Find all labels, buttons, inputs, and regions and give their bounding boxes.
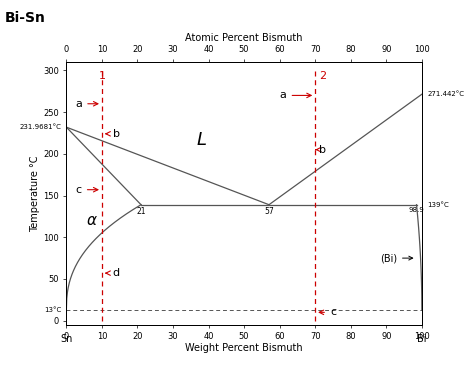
Text: L: L [196,131,207,150]
Text: (Bi): (Bi) [380,253,413,263]
Text: 271.442°C: 271.442°C [427,91,464,97]
Text: 98.9: 98.9 [409,207,424,213]
Text: 139°C: 139°C [427,202,449,208]
Text: c: c [319,307,336,317]
Text: b: b [106,129,119,139]
Text: 2: 2 [319,71,326,81]
Text: d: d [106,268,120,278]
Text: c: c [76,185,98,195]
Text: a: a [280,91,311,100]
Text: 57: 57 [264,207,274,216]
Text: Bi: Bi [417,334,427,344]
Text: 1: 1 [99,71,105,81]
Text: Bi-Sn: Bi-Sn [5,11,46,25]
Text: 21: 21 [136,207,146,216]
Text: 13°C: 13°C [44,307,61,313]
Y-axis label: Temperature °C: Temperature °C [30,155,40,232]
X-axis label: Weight Percent Bismuth: Weight Percent Bismuth [185,343,303,353]
Text: α: α [86,213,96,228]
Text: Sn: Sn [60,334,73,344]
Text: a: a [75,99,98,109]
Text: b: b [316,145,326,155]
Text: 231.9681°C: 231.9681°C [19,124,61,130]
X-axis label: Atomic Percent Bismuth: Atomic Percent Bismuth [185,33,303,43]
